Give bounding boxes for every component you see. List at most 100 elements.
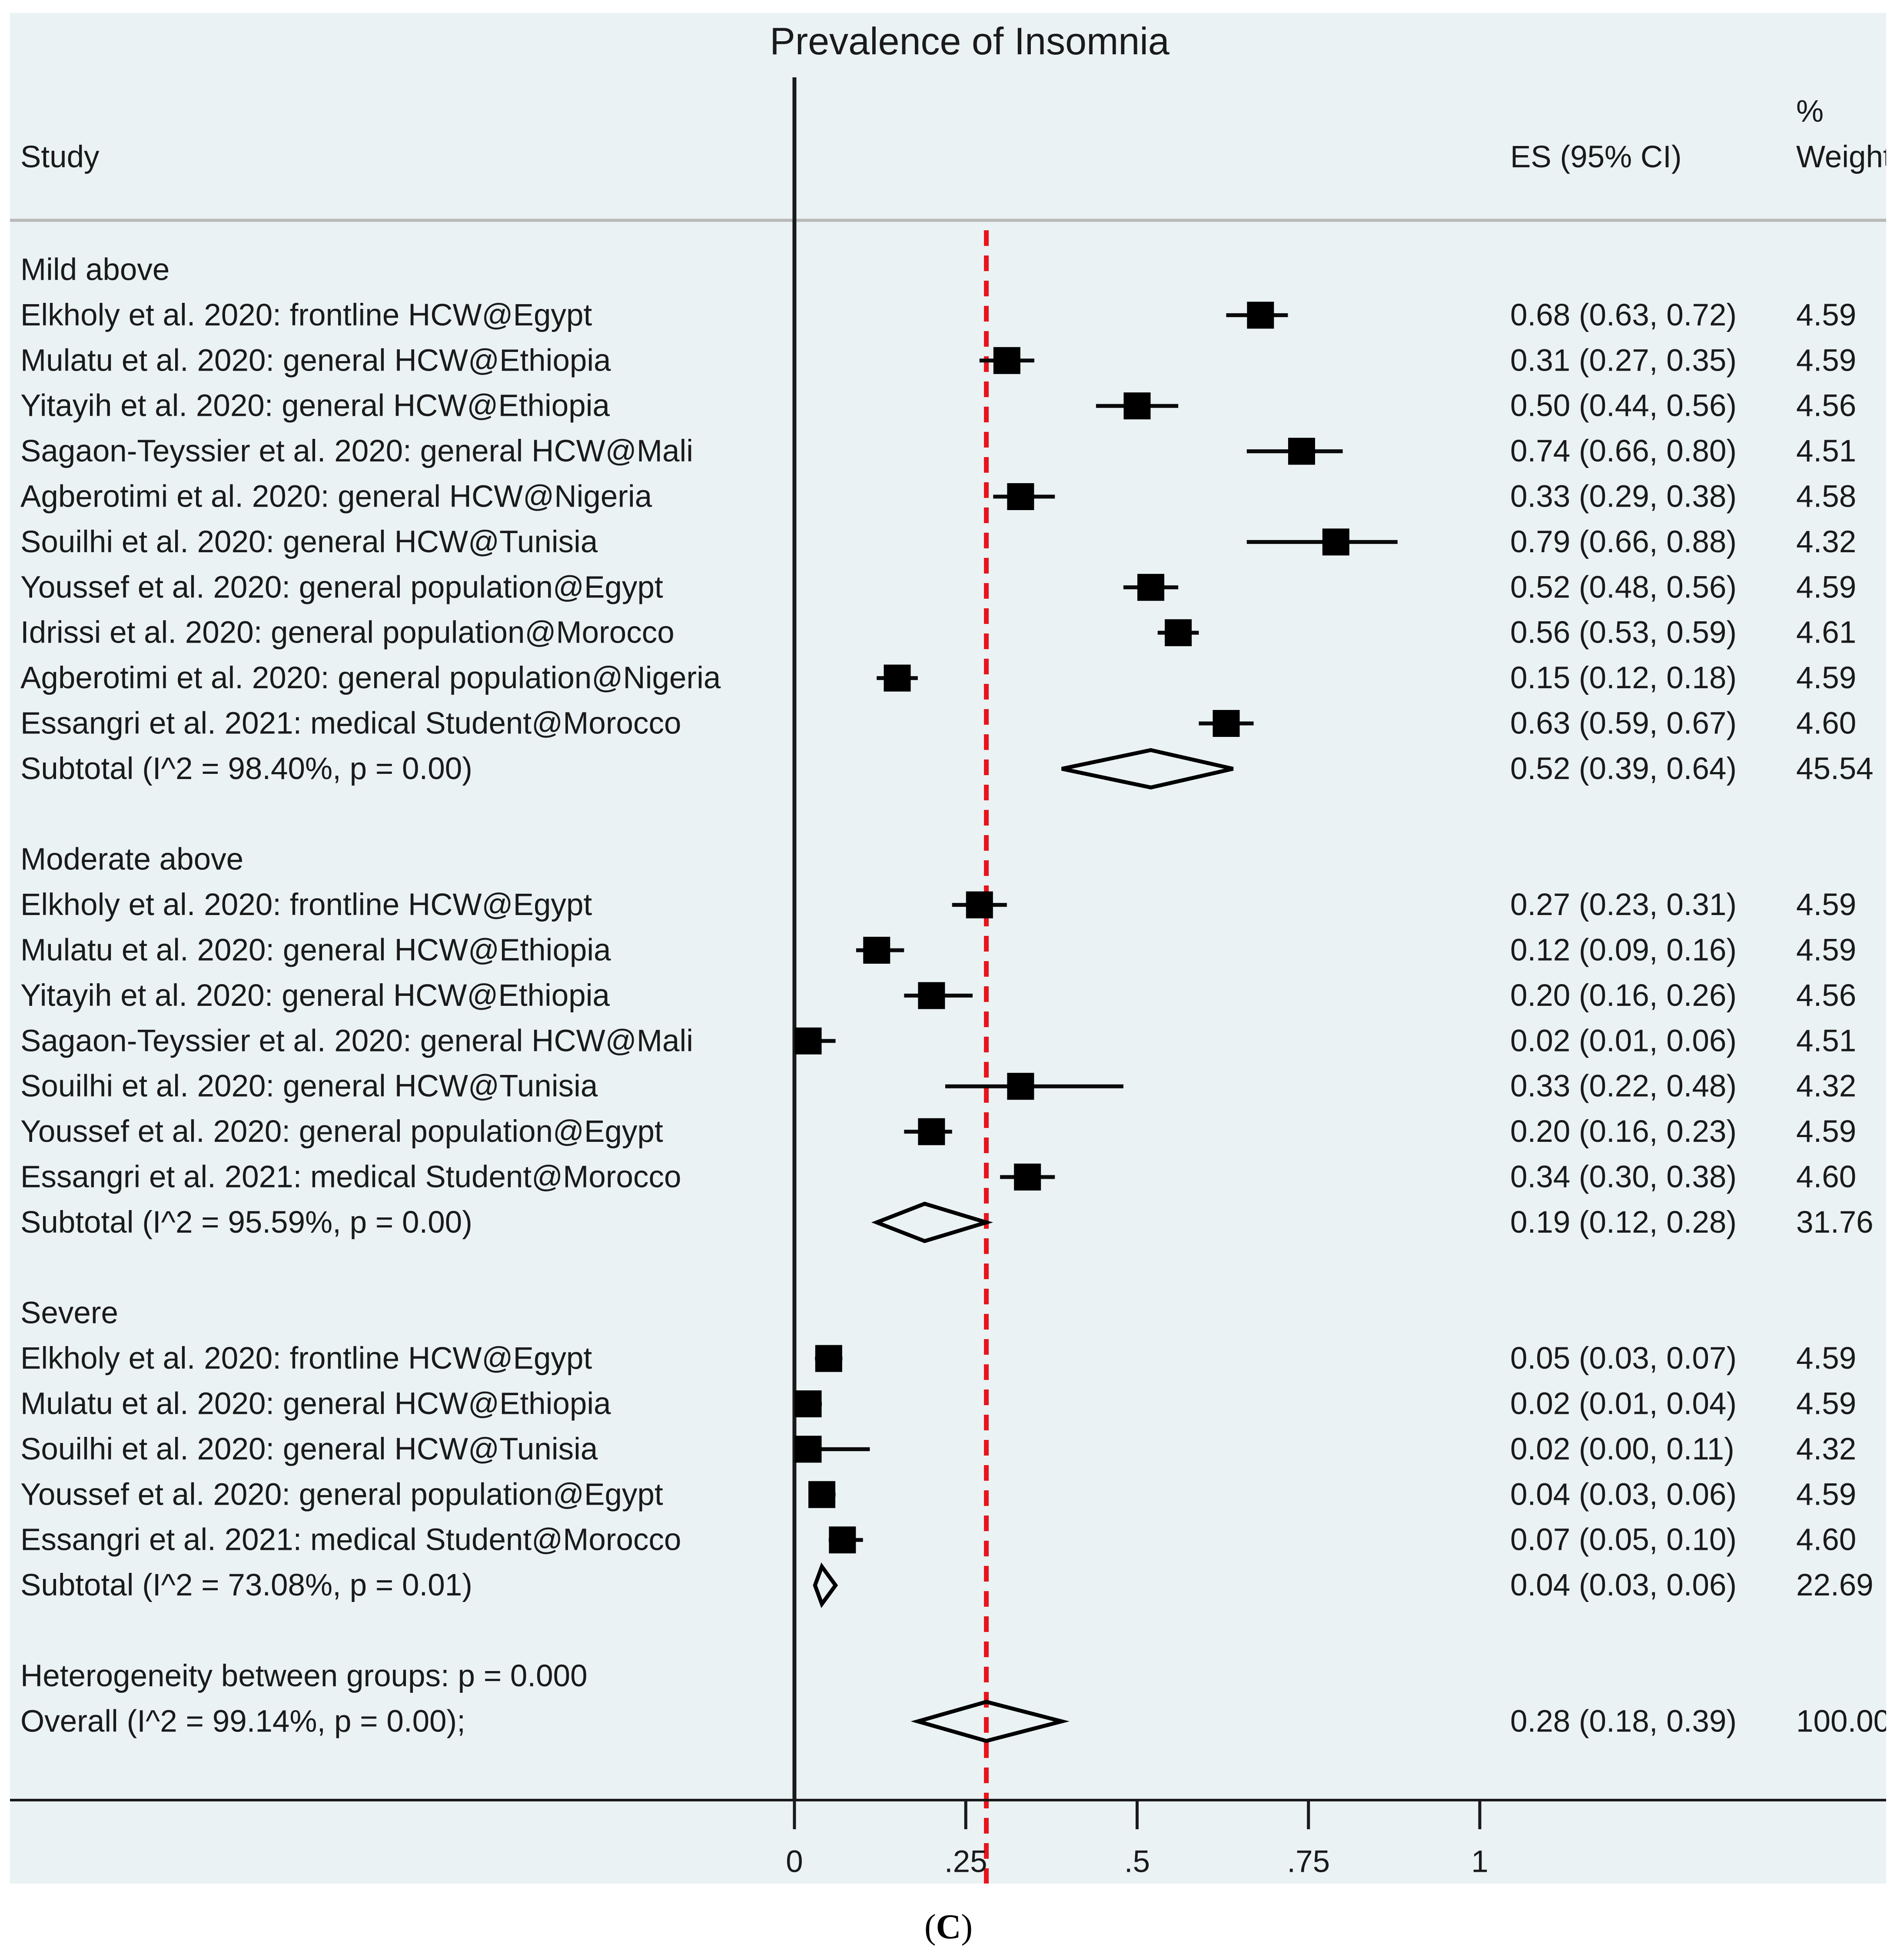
study-label: Agberotimi et al. 2020: general populati…: [20, 661, 721, 695]
study-point-square: [1014, 1164, 1041, 1191]
rows-layer: Mild above Elkholy et al. 2020: frontline…: [20, 253, 1886, 1739]
study-weight: 4.59: [1796, 298, 1856, 332]
study-es-ci: 0.52 (0.48, 0.56): [1510, 570, 1737, 604]
study-weight: 4.60: [1796, 1160, 1856, 1194]
subtotal-label: Subtotal (I^2 = 98.40%, p = 0.00): [20, 752, 472, 786]
study-point-square: [863, 937, 890, 964]
study-point-square: [815, 1345, 842, 1372]
study-weight: 4.58: [1796, 480, 1856, 514]
study-label: Essangri et al. 2021: medical Student@Mo…: [20, 706, 681, 741]
study-es-ci: 0.05 (0.03, 0.07): [1510, 1341, 1737, 1376]
study-weight: 4.59: [1796, 1114, 1856, 1149]
subtotal-diamond: [871, 1201, 993, 1244]
study-label: Elkholy et al. 2020: frontline HCW@Egypt: [20, 888, 592, 922]
study-es-ci: 0.68 (0.63, 0.72): [1510, 298, 1737, 332]
subtotal-es-ci: 0.04 (0.03, 0.06): [1510, 1568, 1737, 1602]
study-es-ci: 0.31 (0.27, 0.35): [1510, 343, 1737, 378]
study-point-square: [829, 1526, 856, 1554]
study-weight: 4.59: [1796, 343, 1856, 378]
x-tick-label: .25: [944, 1845, 987, 1879]
study-label: Youssef et al. 2020: general population@…: [20, 570, 663, 604]
group-heading: Mild above: [20, 253, 169, 287]
study-label: Yitayih et al. 2020: general HCW@Ethiopi…: [20, 389, 610, 423]
study-es-ci: 0.33 (0.22, 0.48): [1510, 1069, 1737, 1104]
header-es: ES (95% CI): [1510, 140, 1682, 174]
overall-label: Overall (I^2 = 99.14%, p = 0.00);: [20, 1704, 465, 1738]
study-weight: 4.32: [1796, 1432, 1856, 1466]
study-weight: 4.61: [1796, 616, 1856, 650]
study-weight: 4.51: [1796, 1024, 1856, 1058]
study-es-ci: 0.12 (0.09, 0.16): [1510, 933, 1737, 968]
study-point-square: [794, 1436, 822, 1463]
study-es-ci: 0.02 (0.01, 0.04): [1510, 1387, 1737, 1421]
forest-plot-panel: Prevalence of Insomnia Study ES (95% CI)…: [10, 13, 1886, 1884]
study-weight: 4.59: [1796, 1387, 1856, 1421]
caption-close: ): [961, 1908, 973, 1946]
study-es-ci: 0.27 (0.23, 0.31): [1510, 888, 1737, 922]
study-es-ci: 0.79 (0.66, 0.88): [1510, 525, 1737, 559]
forest-plot-svg: Prevalence of Insomnia Study ES (95% CI)…: [10, 20, 1886, 1884]
study-point-square: [1007, 1073, 1034, 1100]
header-weight: Weight: [1796, 140, 1886, 174]
reference-layer: [792, 77, 989, 1884]
study-weight: 4.59: [1796, 888, 1856, 922]
study-point-square: [1123, 392, 1151, 420]
subtotal-es-ci: 0.52 (0.39, 0.64): [1510, 752, 1737, 786]
marks-layer: [794, 302, 1398, 1743]
study-weight: 4.51: [1796, 434, 1856, 468]
study-label: Agberotimi et al. 2020: general HCW@Nige…: [20, 480, 652, 514]
study-es-ci: 0.63 (0.59, 0.67): [1510, 706, 1737, 741]
x-axis-ticks: 0 .25 .5 .75 1: [786, 1800, 1488, 1879]
study-point-square: [1247, 302, 1274, 329]
x-tick-label: .5: [1124, 1845, 1150, 1879]
study-label: Essangri et al. 2021: medical Student@Mo…: [20, 1523, 681, 1557]
study-point-square: [1322, 528, 1349, 556]
study-weight: 4.56: [1796, 389, 1856, 423]
study-weight: 4.59: [1796, 661, 1856, 695]
heterogeneity-note: Heterogeneity between groups: p = 0.000: [20, 1659, 588, 1693]
study-weight: 4.59: [1796, 1341, 1856, 1376]
study-es-ci: 0.15 (0.12, 0.18): [1510, 661, 1737, 695]
study-point-square: [1213, 710, 1240, 737]
caption-letter: C: [936, 1908, 961, 1946]
figure-caption: (C): [0, 1907, 1897, 1947]
study-es-ci: 0.56 (0.53, 0.59): [1510, 616, 1737, 650]
study-label: Mulatu et al. 2020: general HCW@Ethiopia: [20, 933, 611, 968]
study-point-square: [884, 664, 911, 692]
study-es-ci: 0.33 (0.29, 0.38): [1510, 480, 1737, 514]
subtotal-es-ci: 0.19 (0.12, 0.28): [1510, 1205, 1737, 1240]
study-label: Elkholy et al. 2020: frontline HCW@Egypt: [20, 298, 592, 332]
subtotal-weight: 22.69: [1796, 1568, 1874, 1602]
study-es-ci: 0.34 (0.30, 0.38): [1510, 1160, 1737, 1194]
study-es-ci: 0.20 (0.16, 0.23): [1510, 1114, 1737, 1149]
study-point-square: [918, 982, 945, 1009]
study-point-square: [1288, 438, 1315, 465]
x-tick-label: .75: [1287, 1845, 1330, 1879]
study-label: Youssef et al. 2020: general population@…: [20, 1477, 663, 1512]
study-label: Idrissi et al. 2020: general population@…: [20, 616, 674, 650]
overall-es-ci: 0.28 (0.18, 0.39): [1510, 1704, 1737, 1738]
caption-open: (: [924, 1908, 936, 1946]
study-weight: 4.60: [1796, 1523, 1856, 1557]
subtotal-weight: 45.54: [1796, 752, 1874, 786]
overall-weight: 100.00: [1796, 1704, 1886, 1738]
study-label: Souilhi et al. 2020: general HCW@Tunisia: [20, 525, 598, 559]
subtotal-weight: 31.76: [1796, 1205, 1874, 1240]
study-point-square: [1137, 574, 1165, 601]
study-point-square: [918, 1118, 945, 1145]
x-tick-label: 1: [1471, 1845, 1488, 1879]
study-weight: 4.59: [1796, 1477, 1856, 1512]
study-weight: 4.59: [1796, 933, 1856, 968]
study-weight: 4.59: [1796, 570, 1856, 604]
study-label: Elkholy et al. 2020: frontline HCW@Egypt: [20, 1341, 592, 1376]
study-es-ci: 0.07 (0.05, 0.10): [1510, 1523, 1737, 1557]
study-label: Youssef et al. 2020: general population@…: [20, 1114, 663, 1149]
overall-diamond: [910, 1700, 1070, 1743]
study-es-ci: 0.02 (0.01, 0.06): [1510, 1024, 1737, 1058]
chart-title: Prevalence of Insomnia: [770, 20, 1169, 63]
study-label: Essangri et al. 2021: medical Student@Mo…: [20, 1160, 681, 1194]
study-label: Souilhi et al. 2020: general HCW@Tunisia: [20, 1069, 598, 1104]
study-point-square: [1007, 483, 1034, 510]
study-label: Mulatu et al. 2020: general HCW@Ethiopia: [20, 1387, 611, 1421]
study-label: Sagaon-Teyssier et al. 2020: general HCW…: [20, 1024, 693, 1058]
